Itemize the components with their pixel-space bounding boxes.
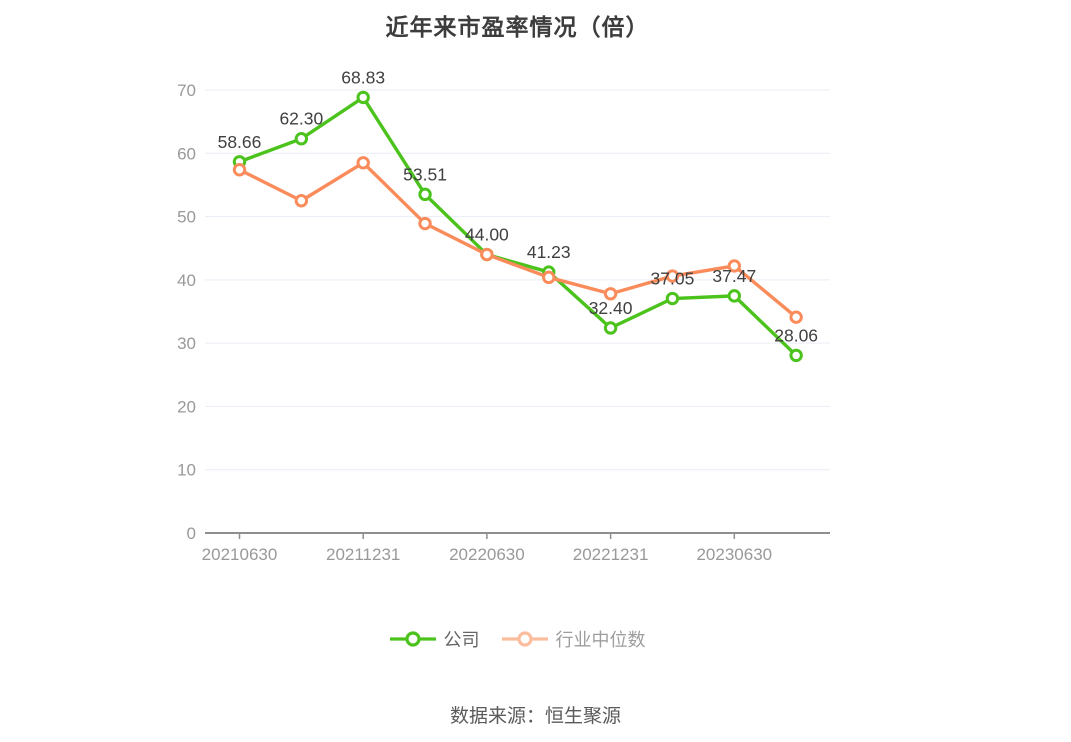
y-axis-label: 0 [187, 524, 196, 543]
industry-median-data-point[interactable] [480, 247, 494, 262]
legend-label-company: 公司 [443, 630, 480, 650]
company-line-series-icon [389, 631, 436, 647]
industry-median-data-point[interactable] [418, 216, 432, 231]
company-data-point[interactable] [665, 291, 680, 306]
company-line [237, 95, 798, 358]
value-label: 53.51 [403, 164, 447, 184]
y-axis-label: 60 [177, 144, 196, 163]
industry-median-data-point[interactable] [542, 270, 556, 285]
industry-median-data-point[interactable] [232, 163, 247, 177]
legend-item-industry-median[interactable]: 行业中位数 [501, 626, 646, 652]
y-axis-label: 30 [177, 334, 196, 353]
line-chart-canvas[interactable]: 0 10 20 30 40 50 60 70 20210630 20211231 20220630 2… [0, 0, 1071, 600]
company-data-point[interactable] [294, 132, 309, 146]
company-data-point[interactable] [603, 321, 618, 335]
industry-median-data-point[interactable] [789, 310, 803, 324]
chart-title: 近年来市盈率情况（倍） [385, 14, 650, 40]
value-label: 32.40 [589, 298, 633, 318]
company-data-point[interactable] [356, 90, 370, 105]
y-axis-label: 40 [177, 271, 196, 290]
value-label: 37.05 [651, 269, 695, 289]
x-axis-label: 20220630 [449, 545, 525, 564]
y-axis-label: 20 [177, 397, 196, 416]
value-label: 37.47 [712, 266, 756, 286]
value-label: 44.00 [465, 225, 509, 245]
data-source-note: 数据来源：恒生聚源 [449, 706, 621, 727]
x-axis-label: 20221231 [573, 545, 649, 564]
industry-median-data-point[interactable] [727, 259, 741, 273]
x-axis-label: 20230630 [696, 545, 772, 564]
value-label: 28.06 [774, 325, 818, 345]
value-label: 58.66 [218, 132, 262, 152]
company-data-point[interactable] [789, 348, 803, 363]
x-axis-label: 20210630 [202, 545, 278, 564]
y-axis-label: 10 [177, 461, 196, 480]
legend-label-industry-median: 行业中位数 [555, 630, 646, 650]
industry-median-data-point[interactable] [294, 194, 309, 208]
x-axis-label: 20211231 [326, 545, 400, 564]
value-label: 68.83 [341, 67, 385, 87]
chart-legend: 公司 行业中位数 [0, 626, 1035, 652]
value-label: 41.23 [527, 242, 571, 262]
y-axis-label: 50 [177, 208, 196, 227]
company-data-point[interactable] [418, 187, 432, 202]
value-label: 62.30 [279, 109, 323, 129]
industry-median-data-point[interactable] [356, 156, 370, 170]
industry-median-data-point[interactable] [665, 269, 680, 283]
y-axis-label: 70 [177, 81, 196, 100]
company-data-point[interactable] [727, 289, 741, 303]
industry-median-line [237, 161, 798, 319]
legend-item-company[interactable]: 公司 [389, 626, 480, 652]
industry-median-data-point[interactable] [603, 287, 618, 301]
industry-median-line-series-icon [501, 631, 548, 647]
